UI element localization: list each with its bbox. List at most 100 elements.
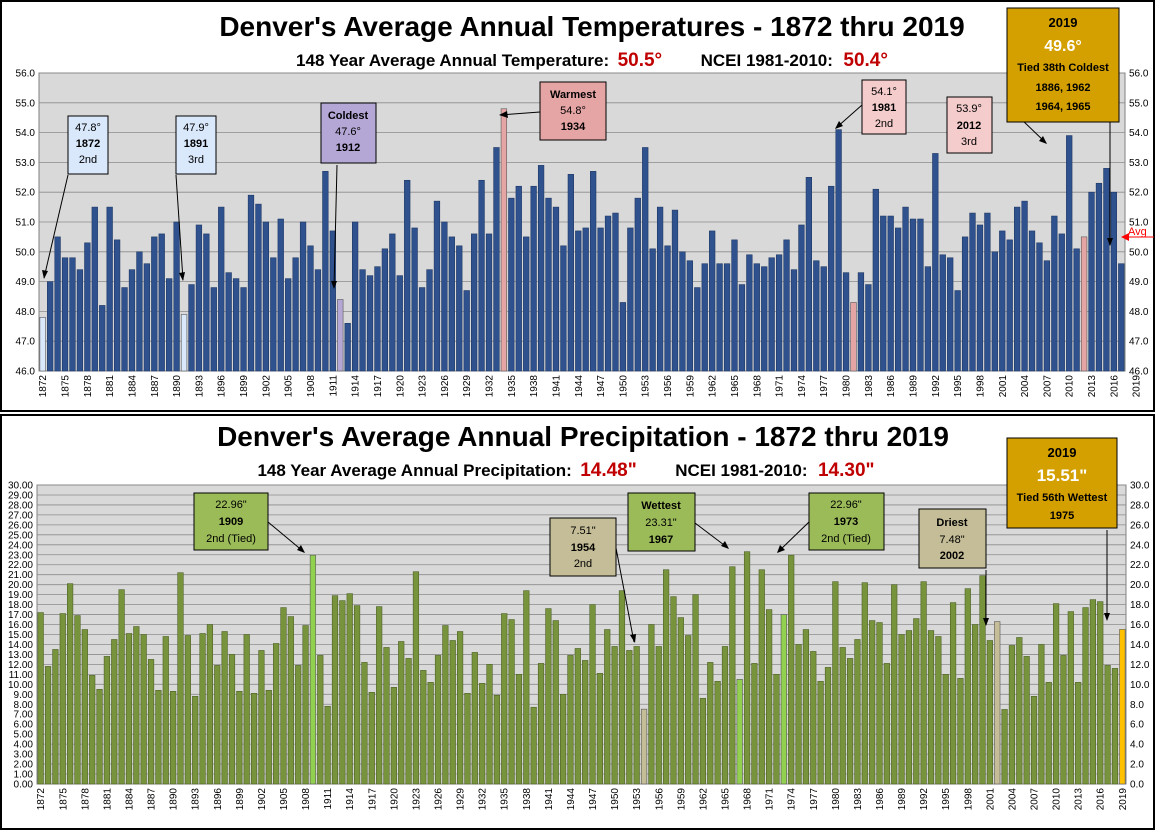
bar-1929	[456, 631, 464, 785]
y-tick-label-right: 4.0	[1130, 740, 1144, 751]
x-tick-label: 1980	[842, 375, 853, 398]
x-tick-label: 1989	[909, 375, 920, 398]
bar-1961	[701, 263, 708, 372]
y-tick-label-left: 11.00	[9, 670, 34, 681]
x-tick-label: 1950	[618, 375, 629, 398]
y-tick-label-left: 12.00	[8, 660, 33, 671]
leader-1973	[777, 521, 810, 553]
bar-1911	[329, 230, 336, 372]
bar-1923	[412, 571, 420, 785]
bar-1987	[895, 227, 902, 372]
annotation-1954: 7.51" 1954 2nd	[549, 517, 617, 577]
y-tick-label-right: 30.0	[1130, 481, 1150, 492]
precipitation-y-axis-right: 0.0 2.0 4.0 6.0 8.0 10.0 12.0 14.0 16.0 18.0 20.0 2…	[1130, 481, 1150, 791]
annotation-coldest-value: 47.6°	[335, 126, 361, 138]
bar-1905	[285, 278, 292, 372]
annotation-1973-value: 22.96"	[830, 499, 862, 511]
bar-1889	[166, 278, 173, 372]
annotation-1891-year: 1891	[184, 138, 208, 150]
x-tick-label: 1896	[213, 788, 224, 811]
bar-2013	[1075, 682, 1082, 785]
bar-1876	[69, 257, 76, 372]
bar-1976	[813, 260, 820, 372]
bar-1939	[530, 706, 537, 785]
y-tick-label-right: 26.0	[1130, 520, 1150, 531]
precip-subtitle-value2: 14.30"	[818, 460, 875, 481]
temp-subtitle-label1: 148 Year Average Annual Temperature:	[296, 51, 609, 70]
bar-1885	[133, 626, 140, 785]
x-tick-label: 1893	[194, 375, 205, 398]
bar-2008	[1038, 644, 1045, 785]
x-tick-label: 2013	[1087, 375, 1098, 398]
bar-1877	[76, 269, 84, 372]
bar-1947	[589, 604, 596, 785]
annotation-2012-value: 53.9°	[956, 103, 982, 115]
bar-1969	[761, 266, 768, 372]
bar-1933	[493, 147, 500, 372]
y-tick-label-left: 8.00	[14, 700, 34, 711]
bar-1898	[232, 278, 240, 372]
arrow-2002-icon	[983, 618, 989, 626]
bar-1930	[471, 233, 478, 372]
bar-1915	[359, 269, 366, 372]
bar-1918	[376, 606, 383, 785]
x-tick-label: 1974	[797, 375, 808, 398]
bar-1977	[820, 266, 827, 372]
bar-1951	[618, 590, 626, 785]
bar-2003	[1001, 709, 1008, 785]
bar-1887	[151, 236, 158, 372]
bar-1943	[567, 174, 574, 372]
bar-1886	[140, 634, 147, 785]
bar-2009	[1045, 682, 1052, 785]
y-tick-label-left: 49.0	[16, 277, 36, 288]
bar-1881	[103, 656, 110, 785]
bar-1906	[292, 257, 299, 372]
x-tick-label: 1992	[931, 375, 942, 398]
bar-1990	[917, 218, 924, 372]
bar-1919	[389, 233, 396, 372]
temperature-y-axis-right: 46.0 47.0 48.0 49.0 50.0 51.0 52.0 53.0 54.0 55.0…	[1129, 69, 1149, 378]
bar-1986	[876, 622, 883, 785]
x-tick-label: 1950	[610, 788, 621, 811]
x-tick-label: 1953	[632, 788, 643, 811]
annotation-wettest-label: Wettest	[641, 500, 681, 512]
x-tick-label: 1986	[886, 375, 897, 398]
bar-1948	[604, 215, 612, 372]
x-tick-label: 1959	[685, 375, 696, 398]
bar-1963	[716, 263, 723, 372]
bar-1911	[324, 705, 331, 785]
annotation-2012-box	[946, 96, 993, 154]
bar-2007	[1030, 695, 1038, 785]
bar-1897	[225, 272, 232, 372]
bar-1925	[433, 200, 441, 372]
x-tick-label: 1956	[654, 788, 665, 811]
avg-marker-label: Avg	[1128, 226, 1147, 238]
y-tick-label-left: 24.00	[8, 540, 33, 551]
x-tick-label: 1971	[765, 788, 776, 811]
bar-1956	[664, 245, 671, 372]
bar-2010	[1053, 603, 1060, 785]
bar-1884	[125, 633, 133, 785]
bar-1901	[250, 693, 258, 785]
bar-1934	[500, 108, 508, 372]
bar-1993	[927, 630, 935, 785]
bar-1973	[780, 614, 787, 785]
y-tick-label-right: 46.0	[1129, 367, 1149, 378]
x-tick-label: 1878	[83, 375, 94, 398]
bar-1949	[612, 212, 619, 372]
bar-2005	[1016, 637, 1023, 785]
bar-1873	[47, 281, 54, 372]
leader-1967	[694, 522, 729, 549]
bar-1956	[655, 646, 662, 785]
bar-2014	[1095, 182, 1103, 372]
annotation-1891: 47.9° 1891 3rd	[175, 115, 217, 175]
bar-1923	[418, 287, 426, 372]
bar-1975	[795, 644, 802, 785]
annotation-2019-temp-box	[1006, 7, 1120, 123]
y-tick-label-right: 51.0	[1129, 218, 1149, 229]
bar-1916	[361, 662, 368, 785]
bar-1968	[743, 551, 751, 785]
y-tick-label-right: 52.0	[1129, 188, 1149, 199]
bar-1957	[671, 209, 679, 372]
x-tick-label: 2010	[1052, 788, 1063, 811]
